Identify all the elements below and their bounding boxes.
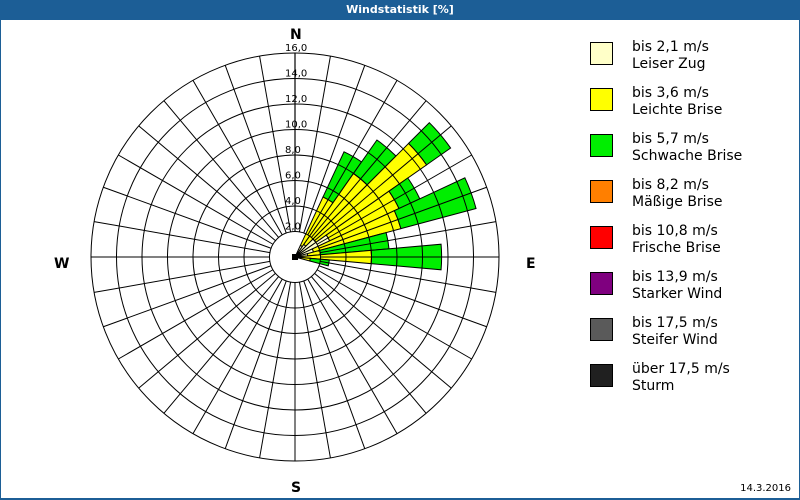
legend-swatch [590,134,613,157]
grid-spoke [138,125,276,241]
grid-spoke [138,273,276,389]
grid-spoke [224,280,287,449]
grid-spoke [307,80,398,236]
compass-north-label: N [290,27,302,43]
legend-range: bis 10,8 m/s [632,223,718,239]
grid-spoke [118,269,274,360]
compass-east-label: E [526,256,536,272]
legend-item-schwache-brise: bis 5,7 m/s Schwache Brise [590,131,790,180]
date-stamp: 14.3.2016 [740,483,791,494]
grid-spoke [94,221,270,254]
legend-name: Mäßige Brise [632,194,723,210]
legend-range: bis 8,2 m/s [632,177,709,193]
grid-spoke [303,280,366,449]
legend-name: Starker Wind [632,286,723,302]
legend-swatch [590,318,613,341]
grid-spoke [307,278,398,434]
grid-spoke [311,100,427,238]
grid-spoke [192,278,283,434]
legend-range: bis 13,9 m/s [632,269,718,285]
grid-spoke [314,273,452,389]
radial-tick-label: 6,0 [285,171,301,182]
grid-spoke [316,154,472,245]
legend-item-frische-brise: bis 10,8 m/s Frische Brise [590,223,790,272]
grid-spoke [311,276,427,414]
radial-tick-label: 4,0 [285,196,301,207]
legend-item-leiser-zug: bis 2,1 m/s Leiser Zug [590,39,790,88]
grid-spoke [163,276,279,414]
grid-spoke [298,56,331,232]
grid-spoke [320,260,496,293]
legend-name: Leichte Brise [632,102,723,118]
compass-west-label: W [54,256,70,272]
legend-item-steifer-wind: bis 17,5 m/s Steifer Wind [590,315,790,364]
wind-sector-segment [298,256,311,262]
legend-name: Frische Brise [632,240,721,256]
legend-range: bis 2,1 m/s [632,39,709,55]
legend-range: bis 3,6 m/s [632,85,709,101]
grid-spoke [303,65,366,234]
legend-item-leichte-brise: bis 3,6 m/s Leichte Brise [590,85,790,134]
legend-range: über 17,5 m/s [632,361,730,377]
radial-tick-label: 2,0 [285,222,301,233]
grid-spoke [318,265,487,328]
grid-spoke [163,100,279,238]
grid-spoke [259,56,292,232]
grid-spoke [94,260,270,293]
grid-spoke [103,186,272,249]
window-title: Windstatistik [%] [346,3,454,16]
grid-spoke [103,265,272,328]
legend-swatch [590,180,613,203]
legend-item-starker-wind: bis 13,9 m/s Starker Wind [590,269,790,318]
legend-name: Leiser Zug [632,56,706,72]
grid-spoke [224,65,287,234]
legend-range: bis 5,7 m/s [632,131,709,147]
grid-spoke [259,282,292,458]
legend-name: Schwache Brise [632,148,743,164]
compass-south-label: S [291,480,302,496]
grid-spoke [298,282,331,458]
grid-spoke [318,186,487,249]
legend-swatch [590,364,613,387]
legend-item-sturm: über 17,5 m/s Sturm [590,361,790,410]
radial-tick-label: 12,0 [285,94,307,105]
grid-spoke [118,154,274,245]
radial-tick-label: 8,0 [285,145,301,156]
legend-name: Sturm [632,378,675,394]
legend-item-maessige-brise: bis 8,2 m/s Mäßige Brise [590,177,790,226]
legend-range: bis 17,5 m/s [632,315,718,331]
chart-panel: 2,0 4,0 6,0 8,0 10,0 12,0 14,0 16,0 N E S W bis… [1,20,799,498]
radial-tick-label: 10,0 [285,120,307,131]
wind-sector-segment [393,177,477,230]
wind-rose: 2,0 4,0 6,0 8,0 10,0 12,0 14,0 16,0 [90,43,500,462]
grid-spoke [320,221,496,254]
grid-spoke [316,269,472,360]
legend-swatch [590,88,613,111]
radial-tick-label: 14,0 [285,69,307,80]
legend-swatch [590,42,613,65]
radial-tick-label: 16,0 [285,43,307,54]
legend-swatch [590,226,613,249]
legend-swatch [590,272,613,295]
grid-spoke [192,80,283,236]
legend-name: Steifer Wind [632,332,718,348]
grid-spoke [314,125,452,241]
